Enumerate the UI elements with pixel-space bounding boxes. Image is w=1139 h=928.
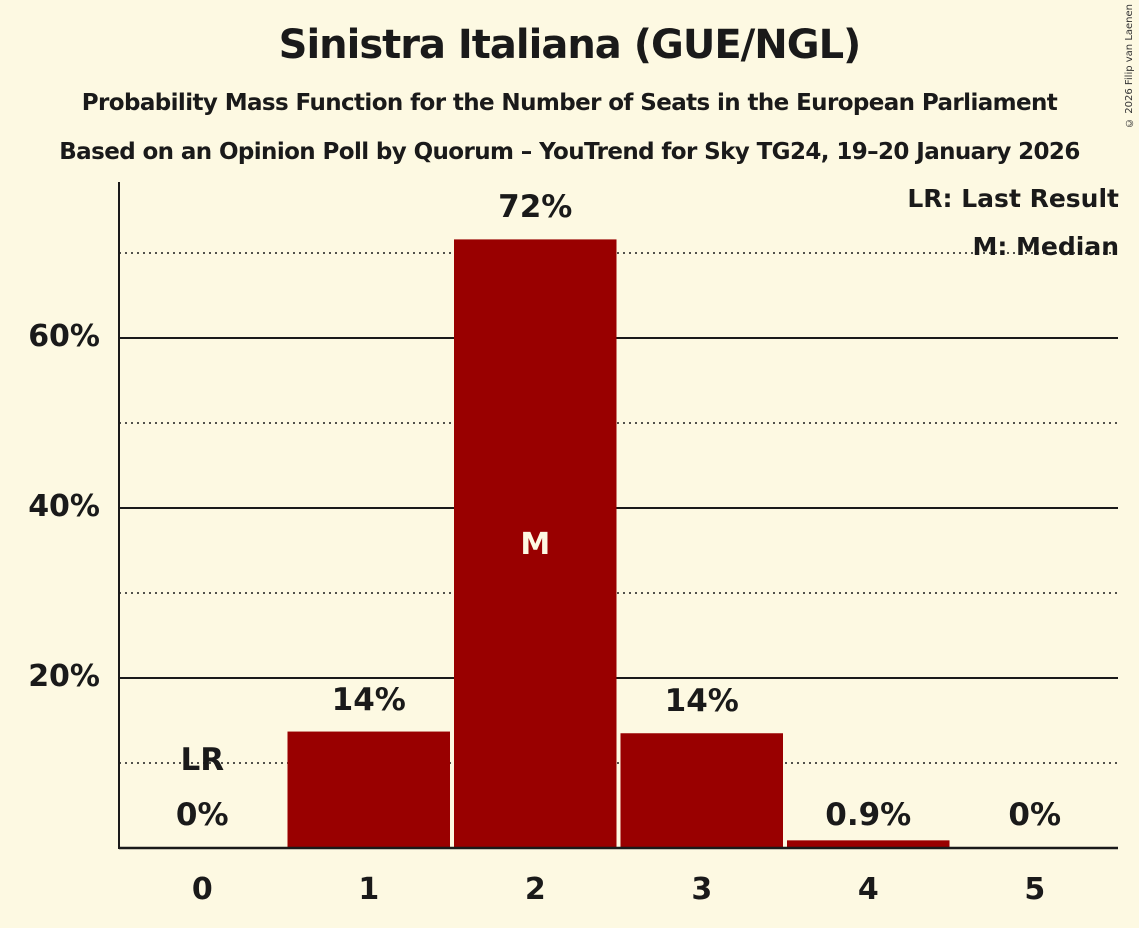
bar-seats-4 [787,840,950,848]
last-result-marker: LR [180,742,225,778]
bar-value-label: 0% [175,797,229,833]
y-tick-label: 20% [28,659,100,694]
x-tick-label: 0 [191,872,213,907]
y-tick-label: 60% [28,319,100,354]
x-tick-label: 2 [524,872,546,907]
chart-title: Sinistra Italiana (GUE/NGL) [278,22,862,68]
bar-value-label: 14% [331,681,406,718]
bar-value-label: 0.9% [825,797,912,833]
bar-value-label: 72% [498,189,573,226]
bar-seats-3 [620,733,783,848]
chart-source-line: Based on an Opinion Poll by Quorum – You… [59,139,1080,165]
bar-value-label: 14% [664,683,739,720]
bar-value-label: 0% [1008,797,1062,833]
bar-seats-2 [454,239,617,848]
y-tick-label: 40% [28,489,100,524]
legend-last-result: LR: Last Result [907,184,1119,213]
x-tick-label: 5 [1024,872,1046,907]
x-tick-label: 4 [857,872,879,907]
chart-subtitle: Probability Mass Function for the Number… [81,90,1058,116]
legend-median: M: Median [972,232,1119,261]
x-tick-label: 1 [358,872,380,907]
x-tick-label: 3 [691,872,713,907]
median-marker: M [520,527,551,562]
bar-seats-1 [287,731,450,848]
